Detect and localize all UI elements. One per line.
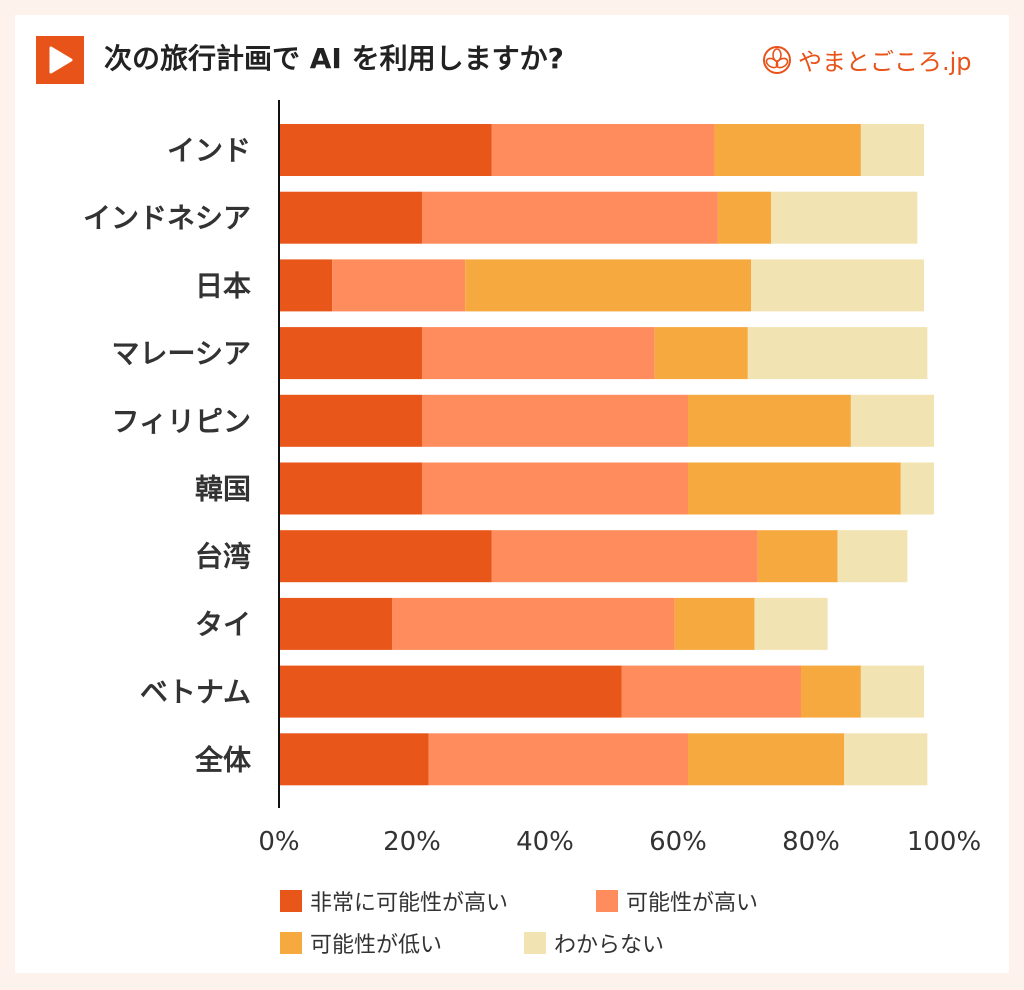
legend-item: わからない (524, 927, 664, 959)
legend-label: 可能性が高い (626, 891, 759, 916)
legend-item: 可能性が高い (596, 885, 758, 917)
bar-segment (421, 462, 688, 515)
play-icon (36, 36, 84, 84)
brand-logo: やまとごころ.jp (762, 42, 972, 77)
x-tick-label: 0% (258, 827, 299, 857)
bar-segment (771, 191, 918, 244)
bar-segment (279, 259, 333, 312)
bar-segment (392, 597, 675, 650)
category-label: マレーシア (112, 337, 251, 370)
legend-swatch (596, 890, 618, 912)
bar-segment (837, 530, 908, 583)
bar-segment (714, 124, 861, 176)
category-label: 韓国 (195, 473, 251, 506)
bar-segment (621, 665, 802, 718)
bar-segment (747, 327, 928, 380)
bar-segment (687, 733, 845, 786)
category-label: ベトナム (140, 676, 251, 709)
bar-segment (421, 327, 655, 380)
bar-segment (757, 530, 838, 583)
category-label: タイ (195, 608, 251, 641)
bar-segment (332, 259, 466, 312)
legend-label: 非常に可能性が高い (310, 891, 509, 916)
category-label: インドネシア (83, 202, 251, 235)
category-label: 台湾 (195, 540, 251, 573)
bar-segment (687, 394, 851, 447)
bar-segment (279, 665, 622, 718)
bar-segment (421, 191, 718, 244)
chart-title: 次の旅行計画で AI を利用しますか? (104, 42, 564, 75)
x-tick-label: 100% (907, 827, 981, 857)
bar-segment (900, 462, 935, 515)
category-label: 全体 (194, 743, 252, 776)
bar-segment (279, 462, 422, 515)
category-label: 日本 (195, 269, 251, 302)
legend-label: 可能性が低い (310, 933, 443, 958)
brand-name: やまとごころ.jp (798, 48, 972, 76)
x-tick-label: 80% (782, 827, 840, 857)
bar-segment (279, 597, 393, 650)
bar-segment (279, 394, 422, 447)
bar-segment (491, 124, 715, 176)
bar-segment (751, 259, 925, 312)
legend-item: 可能性が低い (280, 927, 442, 959)
legend-swatch (524, 932, 546, 954)
brand-flower-icon (763, 45, 791, 74)
bar-segment (428, 733, 688, 786)
legend-item: 非常に可能性が高い (280, 885, 508, 917)
bar-segment (844, 733, 928, 786)
bar-segment (279, 327, 422, 380)
category-label: フィリピン (112, 405, 251, 438)
bar-segment (491, 530, 758, 583)
bar-segment (654, 327, 748, 380)
x-tick-label: 40% (516, 827, 574, 857)
bar-segment (850, 394, 935, 447)
category-label: インド (167, 134, 251, 167)
legend-swatch (280, 890, 302, 912)
bar-segment (687, 462, 901, 515)
bar-segment (279, 124, 492, 176)
bar-segment (860, 124, 925, 176)
bar-segment (717, 191, 772, 244)
bar-segment (421, 394, 688, 447)
bar-segment (279, 191, 422, 244)
x-tick-label: 20% (383, 827, 441, 857)
bar-segment (674, 597, 755, 650)
bar-segment (801, 665, 861, 718)
legend-swatch (280, 932, 302, 954)
bar-segment (860, 665, 925, 718)
bar-segment (279, 733, 429, 786)
bar-segment (279, 530, 492, 583)
chart-legend: 非常に可能性が高い 可能性が高い可能性が低い わからない (280, 877, 800, 959)
bar-segment (754, 597, 828, 650)
bar-segment (465, 259, 752, 312)
legend-label: わからない (554, 933, 665, 958)
x-tick-label: 60% (649, 827, 707, 857)
